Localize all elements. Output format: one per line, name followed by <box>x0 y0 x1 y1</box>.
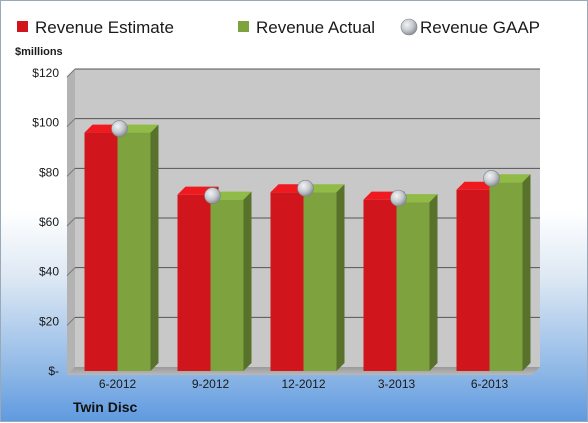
marker-revenue-gaap <box>204 187 221 204</box>
legend-label: Revenue Estimate <box>35 18 174 37</box>
bar-revenue-estimate-front <box>84 132 118 371</box>
bar-revenue-actual-side <box>243 191 252 371</box>
bar-revenue-estimate-front <box>456 189 490 371</box>
y-tick-label: $20 <box>39 314 59 328</box>
marker-revenue-gaap <box>111 120 128 137</box>
gridline-side <box>66 167 76 177</box>
bar-revenue-estimate-front <box>363 199 397 371</box>
bar-revenue-actual-side <box>150 124 159 371</box>
y-tick-label: $60 <box>39 215 59 229</box>
bar-revenue-estimate-front <box>270 192 304 371</box>
bar-revenue-actual-top <box>210 191 252 200</box>
x-tick-label: 3-2013 <box>378 377 416 391</box>
legend-label: Revenue GAAP <box>420 18 540 37</box>
gridline-side <box>66 217 76 227</box>
bar-revenue-actual-top <box>396 194 438 203</box>
bar-revenue-actual <box>489 174 531 371</box>
bar-revenue-actual-front <box>303 192 337 371</box>
y-tick-label: $- <box>48 364 59 378</box>
legend-label: Revenue Actual <box>256 18 375 37</box>
marker-revenue-gaap <box>297 179 314 197</box>
plot-area: $- $20 $40 $60 $80 $100 $120 6-2012 9-2012 12-201… <box>32 66 540 391</box>
bar-revenue-actual-side <box>522 174 531 371</box>
y-tick-label: $100 <box>32 116 59 130</box>
gridline-side <box>66 68 76 78</box>
bar-revenue-actual-top <box>117 124 159 133</box>
chart-legend: Revenue Estimate Revenue Actual Revenue GA… <box>17 18 540 37</box>
bar-revenue-actual <box>210 191 252 371</box>
marker-revenue-gaap <box>390 189 407 207</box>
gridline-side <box>66 316 76 326</box>
x-tick-label: 12-2012 <box>281 377 325 391</box>
marker-revenue-gaap <box>483 169 500 187</box>
x-tick-label: 6-2013 <box>471 377 509 391</box>
company-name: Twin Disc <box>73 399 138 415</box>
bar-revenue-actual <box>396 194 438 371</box>
gridline-side <box>66 118 76 128</box>
legend-swatch <box>17 21 28 32</box>
bar-revenue-actual-front <box>489 182 523 371</box>
bar-revenue-actual-side <box>336 184 345 371</box>
x-tick-label: 6-2012 <box>99 377 137 391</box>
bar-revenue-actual <box>117 124 159 371</box>
bar-revenue-actual-top <box>489 174 531 183</box>
gridline-side <box>66 267 76 277</box>
y-axis-unit-label: $millions <box>15 46 63 58</box>
bar-revenue-actual <box>303 184 345 371</box>
bar-revenue-actual-side <box>429 194 438 371</box>
legend-swatch <box>238 21 249 32</box>
bar-revenue-actual-front <box>117 132 151 371</box>
y-tick-label: $40 <box>39 265 59 279</box>
bar-revenue-actual-front <box>396 202 430 371</box>
bar-revenue-estimate-front <box>177 194 211 371</box>
x-tick-label: 9-2012 <box>192 377 230 391</box>
legend-dot <box>400 18 418 36</box>
bar-revenue-actual-top <box>303 184 345 193</box>
y-tick-label: $80 <box>39 165 59 179</box>
y-tick-label: $120 <box>32 66 59 80</box>
bar-revenue-actual-front <box>210 199 244 371</box>
